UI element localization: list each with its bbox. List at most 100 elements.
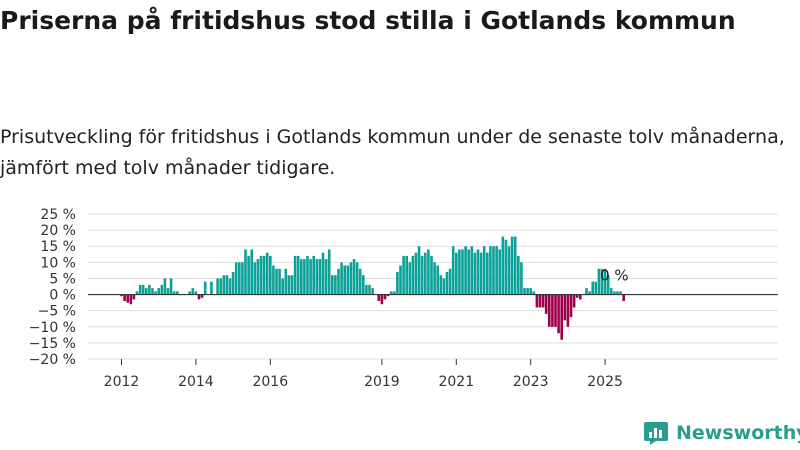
bar [588,291,591,295]
y-tick-label: 25 % [40,207,76,223]
bar [455,252,458,295]
bar [393,291,396,295]
y-tick-label: −20 % [29,352,76,368]
bar [337,268,340,295]
bar [154,291,157,295]
bar [414,252,418,295]
bar [362,275,365,295]
bar [529,288,532,295]
bar [300,259,303,295]
bar [247,255,250,295]
bar [492,246,495,295]
bar [594,281,598,295]
bar [613,291,616,295]
bar [352,259,356,295]
bar [238,262,241,295]
bar [386,294,390,297]
bar [526,288,529,295]
bar [439,275,443,295]
bar [303,259,306,295]
bar [306,255,309,295]
bar [256,259,260,295]
bar [200,294,204,298]
bar [315,259,319,295]
bar [411,255,415,295]
bar [517,255,520,295]
bar [383,294,387,300]
bar [563,294,567,321]
bar [380,294,384,305]
bar [225,275,229,295]
bar [520,262,523,295]
bar [420,255,424,295]
bar [479,252,483,295]
bar [312,255,315,295]
bar [222,275,226,295]
bar [482,246,486,295]
bar [572,294,576,308]
x-tick-label: 2012 [104,374,140,390]
x-tick-label: 2016 [252,374,288,390]
bar [346,265,350,295]
bar [203,281,207,295]
bar [597,268,601,295]
bar [405,255,408,295]
bar [467,249,470,295]
bar [585,288,588,295]
bar [445,272,449,295]
bar [334,275,337,295]
bar [293,255,297,295]
bar [575,294,579,298]
bar [234,262,238,295]
bar [176,291,179,295]
bar [321,252,325,295]
bar [157,288,160,295]
bar [513,236,517,295]
bar [250,249,253,295]
y-tick-label: 20 % [40,223,76,239]
bar [507,246,511,295]
bar [228,278,232,295]
bar [489,246,492,295]
bar [616,291,619,295]
bar [473,252,477,295]
bar [566,294,570,327]
bar [622,294,625,301]
bar [430,255,433,295]
bar [408,262,412,295]
bar [501,236,505,295]
bar [569,294,573,318]
bar [210,281,213,295]
bar [275,268,278,295]
bar [343,265,346,295]
bar [281,278,284,295]
bar [265,252,269,295]
bar [141,284,145,295]
bar [389,291,393,295]
bar [396,272,399,295]
x-tick-label: 2025 [587,374,623,390]
x-tick-label: 2019 [364,374,400,390]
bar [296,255,300,295]
bar [451,246,455,295]
bar [436,265,439,295]
bar [219,278,222,295]
bar [470,246,474,295]
bar [464,246,467,295]
bar [510,236,514,295]
bar [120,294,123,297]
bar [309,259,312,295]
bar [191,288,195,295]
bar [216,278,219,295]
bar [123,294,126,301]
chart-title: Priserna på fritidshus stod stilla i Got… [0,6,736,35]
chart-subtitle: Prisutveckling för fritidshus i Gotlands… [0,126,785,179]
bar [340,262,343,295]
x-tick-label: 2023 [513,374,549,390]
bar [458,249,461,295]
bar [619,291,622,295]
bar [551,294,554,327]
bar [188,291,191,295]
bar [486,252,489,295]
bar [433,262,436,295]
